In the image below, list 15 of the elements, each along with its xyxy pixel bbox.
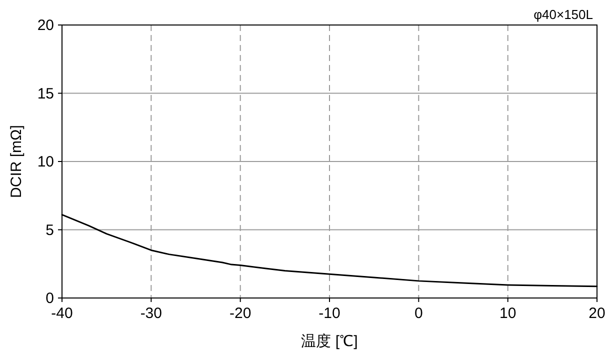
x-tick-label: 10 bbox=[499, 305, 516, 322]
x-tick-label: -30 bbox=[140, 305, 162, 322]
x-tick-label: -20 bbox=[229, 305, 252, 322]
x-tick-label: 20 bbox=[588, 305, 606, 322]
y-tick-label: 15 bbox=[37, 85, 54, 102]
y-axis-title: DCIR [mΩ] bbox=[8, 125, 25, 198]
x-tick-label: -10 bbox=[318, 305, 340, 322]
text: φ40×150L bbox=[534, 7, 593, 22]
y-tick-label: 20 bbox=[37, 17, 54, 34]
x-tick-label: 0 bbox=[414, 305, 423, 322]
x-tick-label: -40 bbox=[51, 305, 73, 322]
x-axis-title: 温度 [℃] bbox=[301, 333, 358, 350]
y-tick-label: 10 bbox=[37, 154, 54, 170]
y-tick-label: 0 bbox=[46, 290, 54, 307]
y-tick-label: 5 bbox=[46, 222, 54, 239]
